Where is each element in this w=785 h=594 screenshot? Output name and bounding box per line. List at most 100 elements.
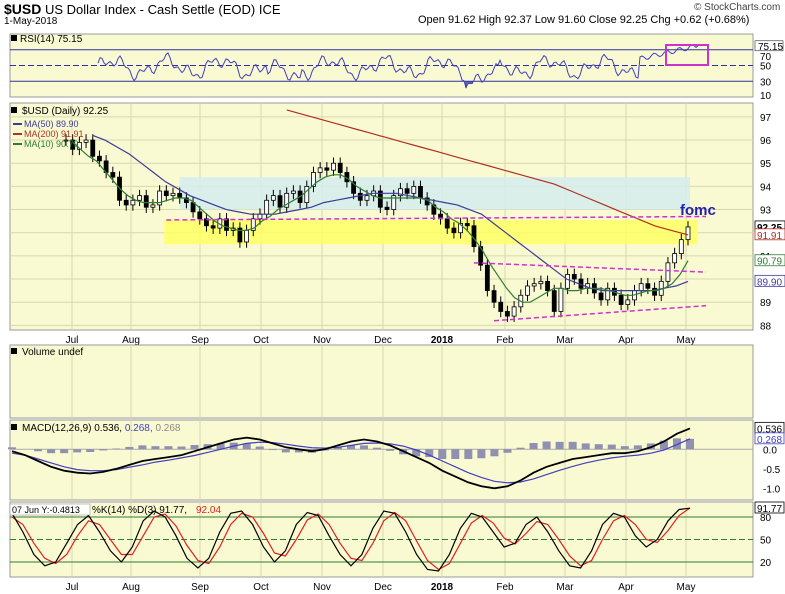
macd-histogram-bar: [490, 449, 499, 457]
symbol: $USD: [4, 1, 42, 17]
price-candle: [484, 264, 490, 292]
macd-signal-line: [11, 438, 691, 484]
price-candle: [150, 204, 156, 208]
price-candle: [618, 294, 624, 305]
price-badge: [754, 274, 785, 287]
macd-histogram-bar: [425, 449, 434, 458]
macd-tick-label: 0.268: [757, 435, 782, 446]
macd-tick-label: 0.0: [763, 445, 777, 456]
macd-histogram-bar: [99, 449, 108, 451]
price-candle: [250, 218, 256, 231]
ma-legend-label: MA(10) 90.79: [24, 139, 79, 149]
macd-histogram-bar: [151, 446, 160, 450]
macd-histogram-bar: [360, 445, 369, 450]
price-candle: [324, 167, 330, 171]
stoch-tick-label: 20: [760, 558, 772, 569]
price-candle: [183, 197, 189, 204]
price-candle: [571, 274, 577, 280]
rsi-label: RSI(14) 75.15: [20, 34, 83, 45]
bottom-x-label: Apr: [618, 582, 634, 593]
price-candle: [304, 185, 310, 204]
volume-panel: [9, 344, 754, 419]
price-tick-label: 96: [760, 136, 772, 147]
bottom-x-label: Feb: [496, 582, 514, 593]
macd-histogram-bar: [347, 445, 355, 450]
macd-histogram-bar: [633, 445, 642, 450]
stoch-d-line: [11, 507, 691, 571]
macd-badge: [754, 432, 785, 445]
bottom-x-label: Jul: [66, 582, 79, 593]
price-candle: [491, 290, 497, 303]
macd-histogram-bar: [138, 445, 147, 450]
price-candle: [531, 283, 537, 287]
price-candle: [685, 226, 691, 241]
price-candle: [638, 283, 644, 292]
price-x-label: May: [677, 335, 696, 346]
price-candle: [672, 253, 678, 264]
rsi-tick-75: 75.15: [758, 42, 783, 53]
price-candle: [97, 155, 102, 162]
ma50-line: [92, 134, 689, 292]
macd-histogram-bar: [386, 449, 395, 451]
price-candle: [224, 218, 229, 231]
rsi-tick-50: 50: [760, 62, 772, 73]
resistance-trendline: [166, 215, 707, 221]
stoch-badge: [754, 501, 785, 514]
price-candle: [498, 301, 504, 312]
bottom-x-label: Oct: [253, 582, 269, 593]
macd-histogram-bar: [659, 440, 668, 450]
price-candle: [665, 262, 671, 282]
price-candle: [337, 162, 343, 173]
price-candle: [277, 195, 283, 208]
macd-histogram-bar: [373, 447, 382, 450]
price-candle: [123, 199, 129, 206]
macd-histogram-bar: [529, 443, 538, 450]
price-candle: [538, 280, 544, 285]
price-candle: [177, 192, 183, 199]
price-candle: [257, 213, 263, 220]
price-candle: [384, 206, 390, 210]
price-candle: [237, 227, 243, 243]
price-candle: [137, 195, 142, 201]
price-tick-label: 95: [760, 159, 772, 170]
price-x-label: 2018: [431, 335, 454, 346]
macd-histogram-bar: [686, 438, 694, 450]
price-candle: [678, 239, 684, 254]
macd-histogram-bar: [503, 449, 512, 453]
fomc-annotation: fomc: [680, 202, 716, 219]
price-legend-swatch: [11, 107, 17, 113]
macd-histogram-bar: [412, 449, 421, 457]
price-tick-label: 93: [760, 206, 772, 217]
price-candle: [244, 229, 249, 243]
macd-histogram-bar: [672, 438, 681, 450]
price-candle: [157, 190, 163, 206]
macd-histogram-bar: [268, 449, 277, 451]
macd-histogram-bar: [581, 443, 590, 450]
macd-histogram-bar: [47, 449, 56, 454]
ohlc-summary: Open 91.62 High 92.37 Low 91.60 Close 92…: [418, 14, 750, 26]
price-candle: [451, 227, 457, 234]
price-candle: [364, 195, 370, 201]
macd-histogram-bar: [34, 449, 43, 452]
bottom-x-label: Dec: [374, 582, 392, 593]
price-candle: [645, 283, 651, 289]
price-candle: [598, 292, 604, 301]
instrument-name: US Dollar Index - Cash Settle (EOD): [44, 2, 256, 17]
price-candle: [458, 223, 464, 234]
chart-date: 1-May-2018: [4, 16, 58, 27]
price-x-label: Sep: [191, 335, 209, 346]
macd-tick-label: -0.5: [763, 465, 781, 476]
price-x-label: Aug: [122, 335, 140, 346]
price-candle: [351, 181, 356, 194]
macd-histogram-bar: [464, 449, 473, 460]
price-tick-label: 97: [760, 113, 772, 124]
macd-histogram-bar: [516, 447, 525, 450]
price-candle: [197, 211, 203, 220]
price-candle: [90, 139, 96, 157]
bottom-x-label: Nov: [313, 582, 331, 593]
macd-histogram-bar: [125, 446, 134, 450]
stoch-k-line: [11, 507, 691, 572]
price-tick-label: 89: [760, 298, 772, 309]
macd-histogram-bar: [177, 446, 186, 450]
macd-histogram-bar: [594, 444, 603, 450]
